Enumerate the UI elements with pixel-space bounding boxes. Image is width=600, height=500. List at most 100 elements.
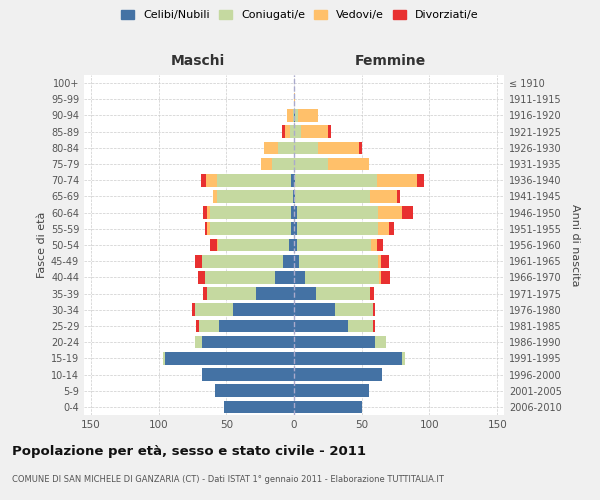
Bar	[272, 158, 294, 170]
Bar	[403, 352, 405, 364]
Bar	[295, 190, 370, 202]
Bar	[217, 238, 218, 252]
Bar	[294, 368, 382, 381]
Bar	[291, 206, 294, 219]
Y-axis label: Anni di nascita: Anni di nascita	[570, 204, 580, 286]
Bar	[359, 142, 362, 154]
Bar	[262, 158, 272, 170]
Bar	[298, 109, 319, 122]
Bar	[205, 222, 207, 235]
Bar	[403, 206, 413, 219]
Bar	[295, 174, 377, 186]
Bar	[207, 288, 256, 300]
Bar	[198, 271, 205, 283]
Bar	[195, 255, 202, 268]
Bar	[200, 174, 206, 186]
Bar	[294, 320, 348, 332]
Bar	[348, 320, 373, 332]
Bar	[389, 222, 394, 235]
Bar	[294, 93, 295, 106]
Bar	[377, 238, 383, 252]
Bar	[163, 352, 165, 364]
Bar	[319, 142, 359, 154]
Bar	[210, 238, 217, 252]
Bar	[294, 238, 297, 252]
Bar	[203, 206, 207, 219]
Bar	[205, 271, 275, 283]
Bar	[202, 336, 294, 348]
Text: Popolazione per età, sesso e stato civile - 2011: Popolazione per età, sesso e stato civil…	[12, 445, 366, 458]
Bar	[193, 304, 195, 316]
Bar	[293, 109, 294, 122]
Text: COMUNE DI SAN MICHELE DI GANZARIA (CT) - Dati ISTAT 1° gennaio 2011 - Elaborazio: COMUNE DI SAN MICHELE DI GANZARIA (CT) -…	[12, 475, 444, 484]
Bar	[370, 190, 397, 202]
Bar	[294, 336, 375, 348]
Y-axis label: Fasce di età: Fasce di età	[37, 212, 47, 278]
Bar	[373, 304, 375, 316]
Bar	[195, 304, 233, 316]
Bar	[305, 271, 379, 283]
Bar	[294, 142, 319, 154]
Bar	[210, 206, 291, 219]
Bar	[294, 384, 368, 397]
Bar	[381, 271, 390, 283]
Bar	[316, 288, 370, 300]
Bar	[233, 304, 294, 316]
Bar	[379, 271, 381, 283]
Bar	[207, 222, 210, 235]
Bar	[283, 255, 294, 268]
Bar	[373, 320, 375, 332]
Bar	[165, 352, 294, 364]
Bar	[217, 190, 293, 202]
Bar	[370, 288, 374, 300]
Bar	[294, 174, 295, 186]
Legend: Celibi/Nubili, Coniugati/e, Vedovi/e, Divorziati/e: Celibi/Nubili, Coniugati/e, Vedovi/e, Di…	[117, 6, 483, 25]
Bar	[203, 288, 207, 300]
Bar	[417, 174, 424, 186]
Bar	[378, 206, 403, 219]
Bar	[294, 304, 335, 316]
Bar	[301, 126, 328, 138]
Bar	[289, 238, 294, 252]
Bar	[199, 320, 220, 332]
Bar	[210, 222, 291, 235]
Bar	[328, 126, 331, 138]
Bar	[297, 238, 371, 252]
Bar	[295, 109, 298, 122]
Bar	[335, 304, 373, 316]
Bar	[195, 336, 202, 348]
Bar	[297, 222, 378, 235]
Text: Maschi: Maschi	[170, 54, 224, 68]
Bar	[291, 174, 294, 186]
Bar	[294, 400, 362, 413]
Bar	[371, 238, 377, 252]
Bar	[213, 190, 217, 202]
Bar	[328, 158, 368, 170]
Bar	[294, 158, 328, 170]
Bar	[294, 352, 403, 364]
Bar	[294, 109, 295, 122]
Bar	[275, 271, 294, 283]
Bar	[294, 206, 297, 219]
Bar	[378, 222, 389, 235]
Bar	[378, 255, 381, 268]
Bar	[220, 320, 294, 332]
Bar	[224, 400, 294, 413]
Bar	[207, 206, 210, 219]
Bar	[290, 126, 294, 138]
Bar	[206, 174, 217, 186]
Bar	[291, 222, 294, 235]
Bar	[397, 190, 400, 202]
Bar	[218, 238, 289, 252]
Bar	[278, 142, 294, 154]
Bar	[282, 126, 284, 138]
Bar	[294, 255, 299, 268]
Bar	[284, 126, 290, 138]
Bar	[287, 109, 293, 122]
Bar	[202, 368, 294, 381]
Bar	[375, 336, 386, 348]
Bar	[299, 255, 378, 268]
Bar	[202, 255, 283, 268]
Bar	[217, 174, 291, 186]
Bar	[256, 288, 294, 300]
